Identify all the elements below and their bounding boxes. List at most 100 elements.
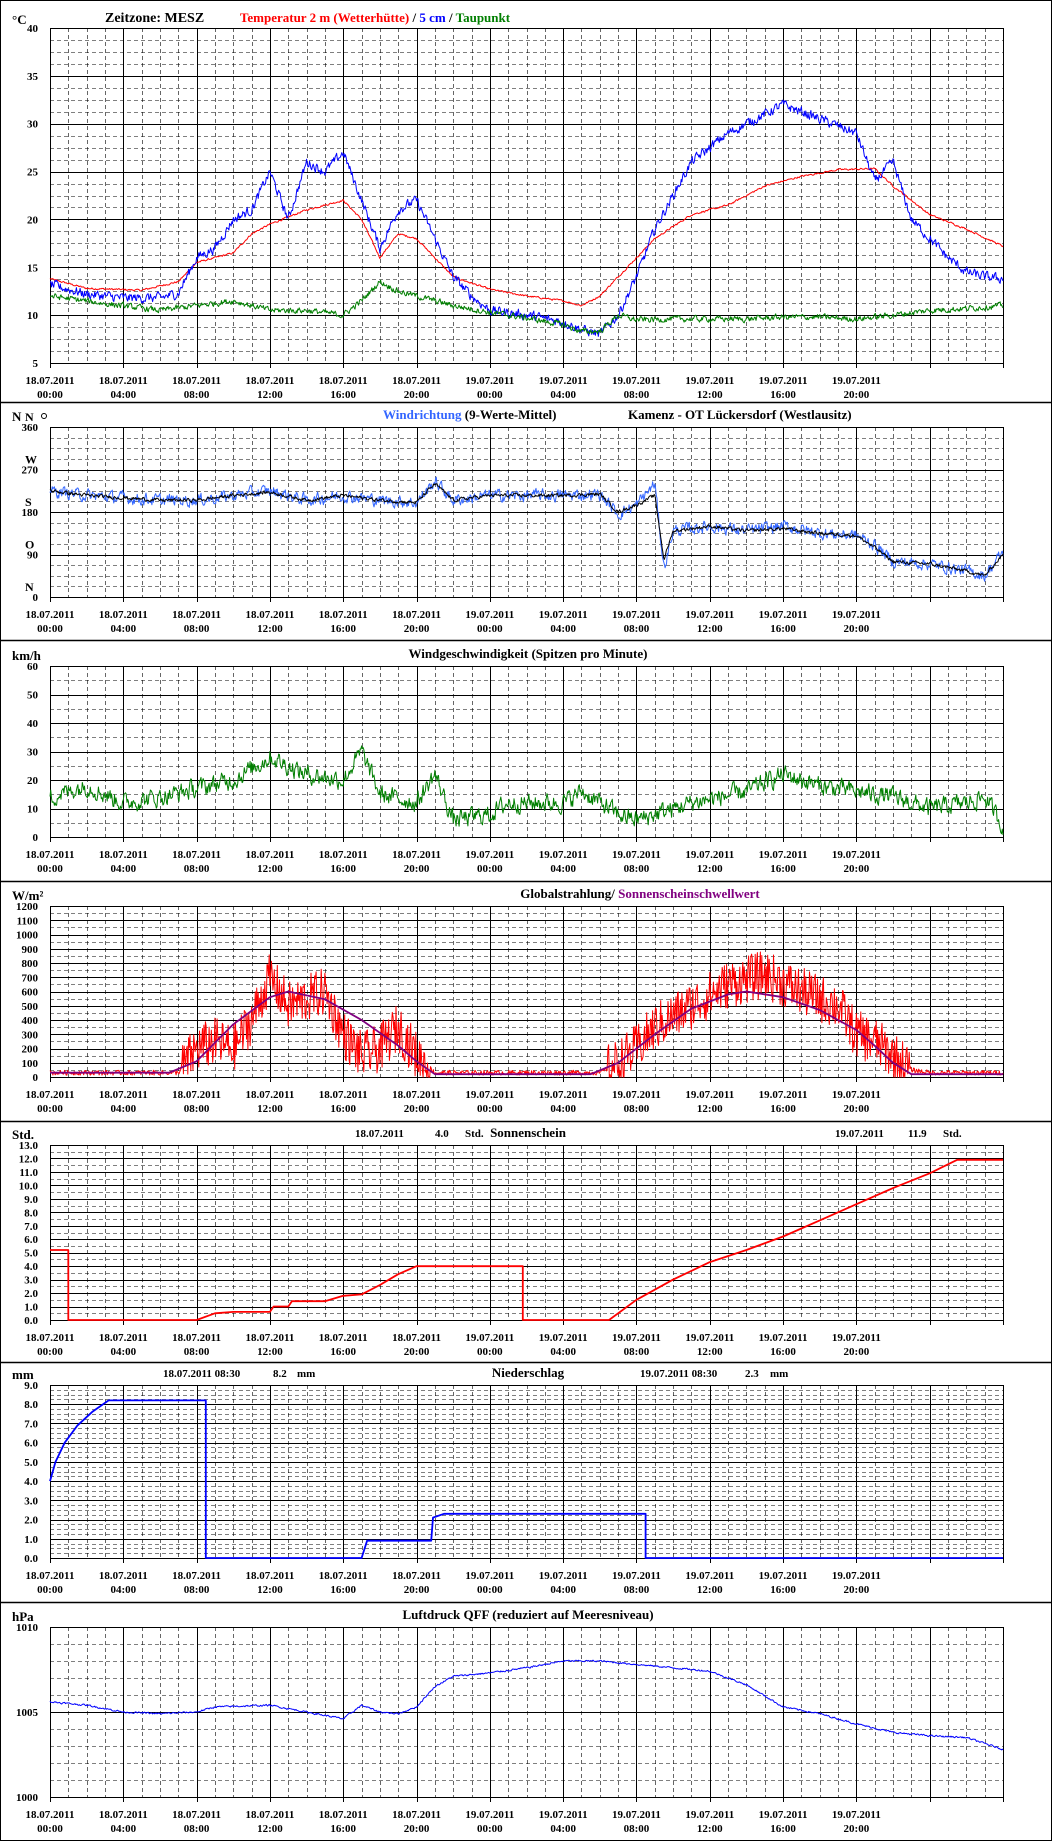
x-tick-time: 04:00: [550, 623, 576, 635]
x-tick-date: 18.07.2011: [392, 1570, 441, 1582]
x-tick-date: 19.07.2011: [759, 849, 808, 861]
y-tick-label: 900: [22, 944, 39, 956]
x-tick-time: 20:00: [404, 863, 430, 875]
x-tick-date: 18.07.2011: [392, 1089, 441, 1101]
direction-label: O: [25, 538, 34, 552]
x-tick-date: 18.07.2011: [99, 1332, 148, 1344]
plot-frame: [50, 1627, 1004, 1798]
x-tick-date: 18.07.2011: [392, 375, 441, 387]
series-line-temperature-2: [49, 279, 1004, 335]
x-tick-time: 04:00: [110, 1346, 136, 1358]
y-tick-label: 6.0: [24, 1438, 38, 1450]
x-tick-time: 04:00: [110, 623, 136, 635]
x-tick-time: 12:00: [257, 1103, 283, 1115]
x-tick-date: 18.07.2011: [392, 849, 441, 861]
x-tick-date: 19.07.2011: [539, 375, 588, 387]
y-tick-label: 1.0: [24, 1302, 38, 1314]
x-tick-time: 08:00: [184, 1103, 210, 1115]
x-tick-time: 12:00: [257, 623, 283, 635]
title-part: /: [448, 10, 456, 25]
y-tick-label: 600: [22, 987, 39, 999]
x-tick-date: 19.07.2011: [759, 1570, 808, 1582]
x-tick-time: 00:00: [37, 1346, 63, 1358]
y-tick-label: 1100: [17, 915, 39, 927]
x-tick-time: 08:00: [624, 1103, 650, 1115]
y-tick-label: 40: [27, 718, 39, 730]
y-tick-label: 0.0: [24, 1553, 38, 1565]
y-tick-label: 200: [22, 1044, 39, 1056]
x-tick-time: 20:00: [404, 623, 430, 635]
x-tick-time: 12:00: [697, 1346, 723, 1358]
x-tick-date: 19.07.2011: [612, 375, 661, 387]
y-tick-label: 800: [22, 958, 39, 970]
y-tick-label: 90: [27, 550, 39, 562]
x-tick-time: 16:00: [330, 1346, 356, 1358]
x-tick-date: 19.07.2011: [612, 609, 661, 621]
title-part: 5 cm: [419, 10, 449, 25]
y-tick-label: 20: [27, 214, 39, 226]
x-tick-date: 18.07.2011: [392, 609, 441, 621]
x-tick-time: 00:00: [477, 1823, 503, 1835]
y-unit-label: mm: [12, 1367, 34, 1382]
series-line-wind_direction-0: [49, 476, 1004, 582]
x-tick-date: 19.07.2011: [612, 1809, 661, 1821]
x-tick-time: 04:00: [110, 1823, 136, 1835]
x-tick-date: 18.07.2011: [319, 375, 368, 387]
y-tick-label: 1200: [16, 901, 39, 913]
direction-label: N: [25, 580, 34, 594]
x-tick-time: 00:00: [477, 1584, 503, 1596]
right-note-date: 19.07.2011 08:30: [640, 1368, 718, 1380]
x-tick-date: 19.07.2011: [832, 849, 881, 861]
x-tick-time: 16:00: [770, 1584, 796, 1596]
x-tick-time: 08:00: [624, 1346, 650, 1358]
plot-frame: [50, 666, 1004, 838]
x-tick-time: 12:00: [257, 389, 283, 401]
x-tick-date: 18.07.2011: [172, 1332, 221, 1344]
x-tick-date: 18.07.2011: [172, 1089, 221, 1101]
x-tick-date: 19.07.2011: [685, 1332, 734, 1344]
y-tick-label: 9.0: [24, 1380, 38, 1392]
x-tick-date: 18.07.2011: [99, 609, 148, 621]
title-part: Globalstrahlung/: [520, 886, 618, 901]
x-tick-date: 18.07.2011: [99, 1809, 148, 1821]
x-tick-date: 18.07.2011: [172, 1809, 221, 1821]
y-tick-label: 500: [22, 1001, 39, 1013]
x-tick-date: 19.07.2011: [832, 1809, 881, 1821]
x-tick-time: 16:00: [770, 1823, 796, 1835]
x-tick-time: 16:00: [330, 863, 356, 875]
right-note-date: 19.07.2011: [835, 1128, 884, 1140]
x-tick-time: 12:00: [257, 1584, 283, 1596]
x-tick-date: 18.07.2011: [245, 1809, 294, 1821]
x-tick-time: 04:00: [550, 1103, 576, 1115]
x-tick-time: 16:00: [770, 1346, 796, 1358]
x-tick-time: 00:00: [37, 1103, 63, 1115]
x-tick-date: 18.07.2011: [99, 1089, 148, 1101]
panel-temperature: 5 10 15 20 25 30 35 40°C 18.07.2011 00:00 18.07.20…: [12, 10, 1004, 401]
y-tick-label: 3.0: [24, 1275, 38, 1287]
y-tick-label: 700: [22, 972, 39, 984]
x-tick-date: 18.07.2011: [392, 1809, 441, 1821]
x-tick-date: 18.07.2011: [319, 1089, 368, 1101]
x-tick-date: 18.07.2011: [392, 1332, 441, 1344]
x-tick-date: 18.07.2011: [26, 1332, 75, 1344]
x-tick-time: 08:00: [184, 389, 210, 401]
x-tick-time: 04:00: [550, 1346, 576, 1358]
x-tick-date: 19.07.2011: [759, 375, 808, 387]
x-tick-date: 19.07.2011: [465, 1332, 514, 1344]
x-tick-time: 12:00: [697, 623, 723, 635]
x-tick-date: 19.07.2011: [539, 1089, 588, 1101]
x-tick-date: 19.07.2011: [685, 849, 734, 861]
y-tick-label: 8.0: [24, 1207, 38, 1219]
x-tick-date: 19.07.2011: [539, 1809, 588, 1821]
title-part: Windrichtung: [383, 407, 465, 422]
x-tick-date: 19.07.2011: [759, 1809, 808, 1821]
y-tick-label: 360: [22, 422, 39, 434]
y-tick-label: 270: [22, 465, 39, 477]
y-tick-label: 20: [27, 775, 39, 787]
plot-frame: [50, 906, 1004, 1078]
x-tick-date: 19.07.2011: [539, 849, 588, 861]
x-tick-time: 12:00: [697, 863, 723, 875]
left-note-date: 18.07.2011 08:30: [163, 1368, 241, 1380]
